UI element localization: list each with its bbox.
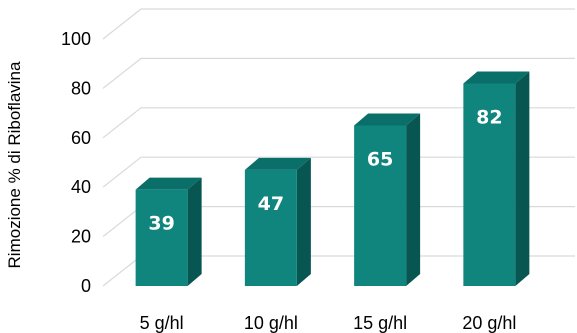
x-category-label: 10 g/hl [244, 313, 298, 333]
y-tick-label: 80 [71, 78, 91, 98]
bar-side [406, 113, 421, 286]
bar-top [135, 177, 202, 190]
data-label: 82 [476, 106, 502, 128]
x-category-label: 15 g/hl [353, 313, 407, 333]
bars [135, 71, 530, 287]
x-category-label: 5 g/hl [140, 313, 184, 333]
data-labels: 39 47 65 82 [148, 106, 502, 234]
data-label: 39 [148, 213, 174, 235]
bar-front [135, 189, 188, 286]
bar-front [463, 83, 516, 287]
bar-side [187, 177, 202, 286]
gridline [102, 107, 575, 139]
bar-top [244, 157, 311, 170]
bar-front [354, 125, 407, 286]
bar [244, 157, 311, 286]
bar-side [296, 157, 311, 286]
bar [463, 71, 530, 287]
y-tick-label: 40 [71, 177, 91, 197]
y-axis-ticks: 0 20 40 60 80 100 [61, 29, 91, 296]
bar-top [354, 113, 421, 126]
gridline [102, 57, 575, 89]
bar-front [244, 169, 297, 286]
x-axis-categories: 5 g/hl 10 g/hl 15 g/hl 20 g/hl [140, 313, 517, 333]
y-tick-label: 20 [71, 227, 91, 247]
gridline [102, 8, 575, 40]
bar [354, 113, 421, 286]
x-category-label: 20 g/hl [462, 313, 516, 333]
bar-side [515, 71, 530, 287]
y-axis-label: Rimozione % di Riboflavina [5, 61, 24, 268]
bar-top [463, 71, 530, 84]
y-tick-label: 0 [81, 276, 91, 296]
gridlines [102, 8, 575, 287]
gridline [102, 156, 575, 188]
data-label: 47 [258, 193, 284, 215]
y-tick-label: 100 [61, 29, 91, 49]
data-label: 65 [367, 148, 393, 170]
y-tick-label: 60 [71, 128, 91, 148]
bar [135, 177, 202, 286]
